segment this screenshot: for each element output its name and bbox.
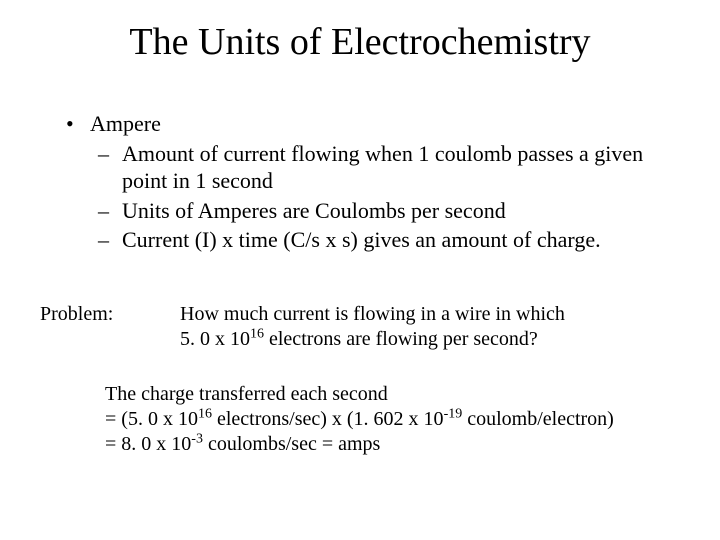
problem-text: How much current is flowing in a wire in… (180, 302, 680, 352)
problem-line2-b: electrons are flowing per second? (264, 328, 538, 350)
solution-l3a: = 8. 0 x 10 (105, 433, 191, 455)
problem-block: Problem: How much current is flowing in … (0, 302, 720, 352)
superscript: 16 (250, 326, 264, 341)
bullet-level2: Amount of current flowing when 1 coulomb… (50, 140, 670, 195)
solution-line1: The charge transferred each second (105, 383, 388, 405)
bullet-level2: Current (I) x time (C/s x s) gives an am… (50, 226, 670, 254)
solution-l2c: coulomb/electron) (462, 408, 614, 430)
solution-l2a: = (5. 0 x 10 (105, 408, 198, 430)
superscript: 16 (198, 406, 212, 421)
problem-label: Problem: (40, 302, 180, 352)
solution-block: The charge transferred each second = (5.… (0, 382, 720, 457)
superscript: -3 (191, 431, 203, 446)
problem-line1: How much current is flowing in a wire in… (180, 303, 565, 325)
superscript: -19 (444, 406, 463, 421)
problem-line2-a: 5. 0 x 10 (180, 328, 250, 350)
bullet-level2: Units of Amperes are Coulombs per second (50, 197, 670, 225)
bullet-level1: Ampere (50, 110, 670, 138)
slide-title: The Units of Electrochemistry (0, 0, 720, 64)
slide-body: Ampere Amount of current flowing when 1 … (0, 110, 720, 254)
solution-l2b: electrons/sec) x (1. 602 x 10 (212, 408, 444, 430)
solution-l3b: coulombs/sec = amps (203, 433, 380, 455)
slide: { "title": "The Units of Electrochemistr… (0, 0, 720, 540)
